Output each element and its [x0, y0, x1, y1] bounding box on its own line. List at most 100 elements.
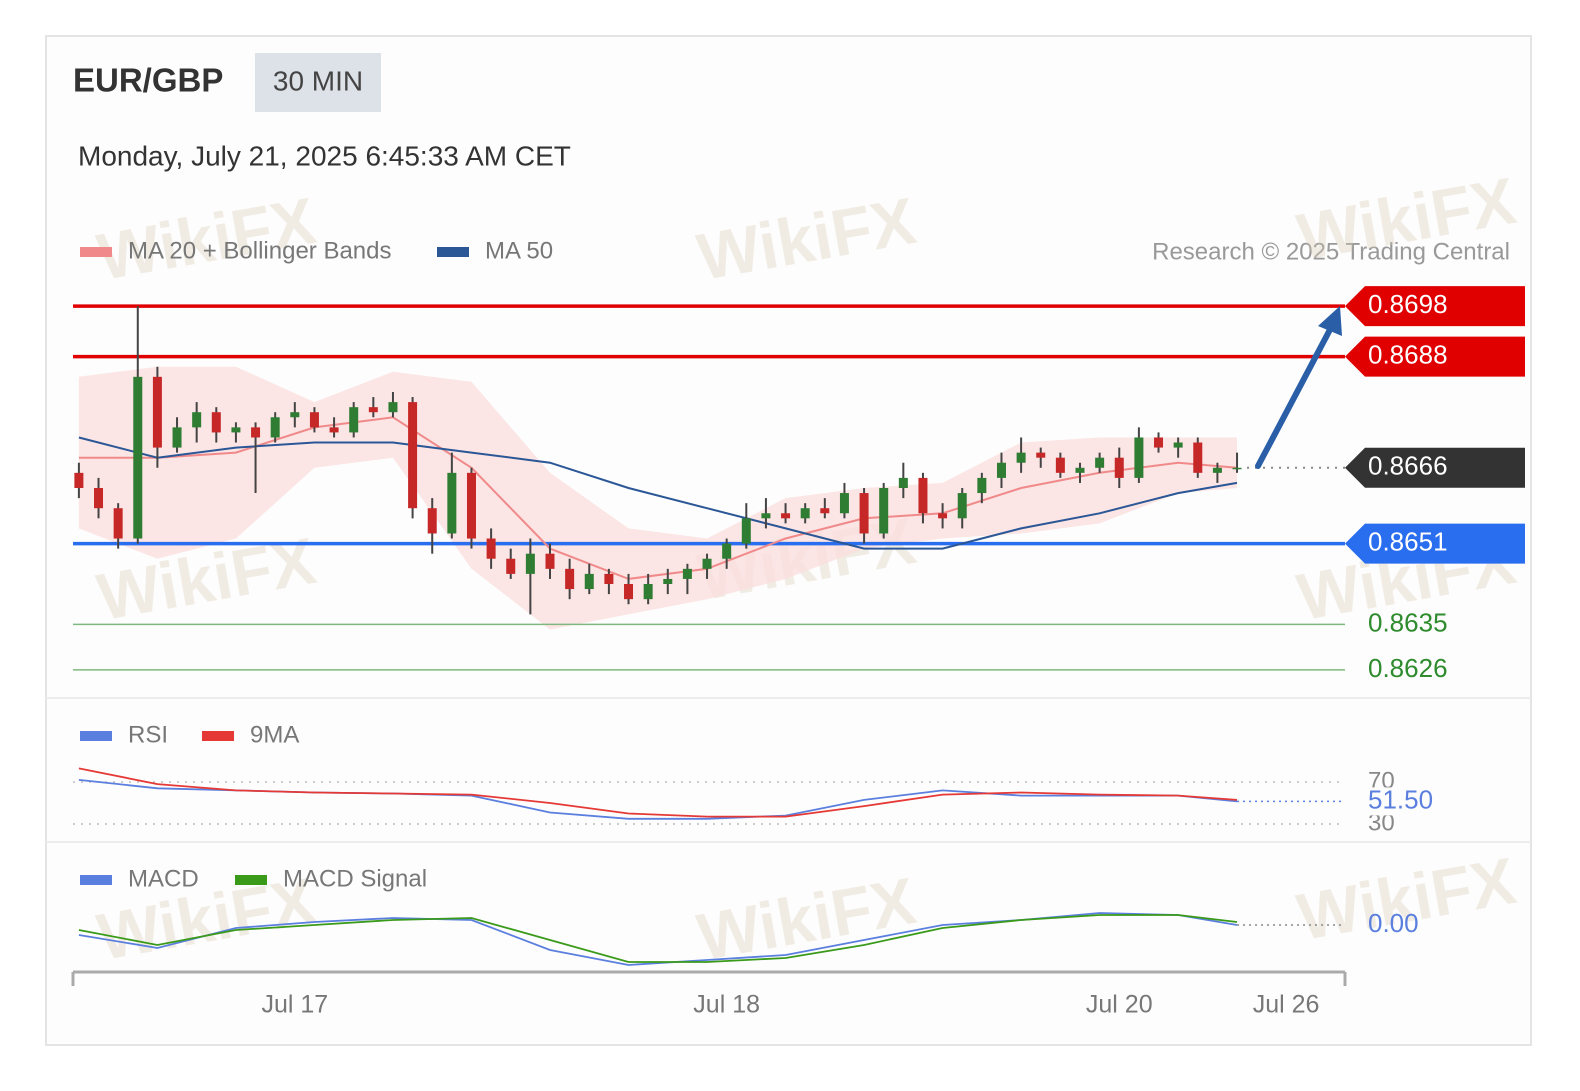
candle-body [820, 508, 830, 514]
level-tag [1345, 447, 1525, 488]
forecast-arrow [1255, 319, 1337, 469]
candle-body [1075, 467, 1085, 473]
candle-body [231, 427, 241, 433]
legend-swatch [80, 875, 112, 885]
candle-body [682, 568, 692, 579]
candle-body [918, 477, 928, 514]
candle-body [94, 488, 104, 509]
timeframe: 30 MIN [273, 65, 363, 96]
timeframe-badge [255, 53, 381, 112]
candle-body [761, 513, 771, 519]
candle-body [466, 472, 476, 539]
bollinger-band [78, 366, 1237, 630]
level-label: 0.8635 [1368, 607, 1448, 637]
candle-body [113, 508, 123, 539]
candle-body [1232, 467, 1242, 470]
candle-body [604, 573, 614, 584]
x-tick-label: Jul 17 [261, 991, 328, 1019]
ma50-line [78, 436, 1238, 550]
price-panel [73, 304, 1345, 671]
candle-body [938, 513, 948, 519]
legend-label: MA 20 + Bollinger Bands [128, 237, 392, 264]
candle-body [702, 558, 712, 569]
candle-body [898, 477, 908, 488]
rsi-label-bg [1364, 787, 1444, 816]
legend-label: 9MA [250, 721, 299, 748]
candle-body [722, 543, 732, 559]
candle-body [957, 493, 967, 519]
level-tag [1345, 523, 1525, 564]
candle-body [624, 584, 634, 600]
candle-body [506, 558, 516, 574]
candle-body [1173, 442, 1183, 448]
candle-body [800, 508, 810, 519]
candle-body [1016, 452, 1026, 463]
level-label: 0.8651 [1368, 526, 1448, 556]
candle-body [211, 412, 221, 433]
candle-body [152, 376, 162, 448]
candle-body [1114, 457, 1124, 478]
x-tick-label: Jul 20 [1086, 991, 1153, 1019]
candle-body [1212, 467, 1222, 473]
candle-body [329, 427, 339, 433]
legend-swatch [202, 731, 234, 741]
candle-body [251, 427, 261, 438]
candle-body [192, 412, 202, 428]
legend-label: RSI [128, 721, 168, 748]
candle-body [977, 477, 987, 494]
candle-body [741, 518, 751, 544]
credit: Research © 2025 Trading Central [1152, 238, 1510, 265]
candle-body [1036, 452, 1046, 458]
candle-body [133, 376, 143, 539]
candle-body [349, 407, 359, 433]
level-label: 0.8688 [1368, 340, 1448, 370]
candle-body [1134, 437, 1144, 478]
candle-body [1095, 457, 1105, 468]
legend-label: MA 50 [485, 237, 553, 264]
macd-zero-label: 0.00 [1368, 908, 1419, 938]
level-label: 0.8666 [1368, 451, 1448, 481]
candle-body [1193, 442, 1203, 473]
candle-body [584, 573, 594, 590]
legend-label: MACD Signal [283, 865, 427, 892]
level-tag [1345, 336, 1525, 377]
candle-body [172, 427, 182, 448]
legend-swatch [80, 731, 112, 741]
rsi-last-label: 51.50 [1368, 784, 1433, 814]
candle-body [1055, 457, 1065, 473]
candle-body [427, 508, 437, 534]
candle-body [879, 488, 889, 534]
candle-body [565, 568, 575, 590]
candle-body [270, 417, 280, 438]
candle-body [781, 513, 791, 519]
symbol: EUR/GBP [73, 62, 223, 99]
candle-body [309, 412, 319, 428]
level-labels: 0.8698 0.8688 0.8666 0.8651 0.8635 0.8626 [1345, 286, 1525, 683]
candle-body [368, 407, 378, 413]
candle-body [525, 553, 535, 574]
candle-body [839, 493, 849, 514]
legend-label: MACD [128, 865, 199, 892]
level-label: 0.8698 [1368, 289, 1448, 319]
candle-body [545, 553, 555, 569]
candle-body [1154, 437, 1164, 448]
x-tick-label: Jul 18 [693, 991, 760, 1019]
legend-swatch [235, 875, 267, 885]
candle-body [408, 402, 418, 509]
macd-line [78, 914, 1238, 963]
candle-body [486, 538, 496, 559]
candle-body [859, 493, 869, 534]
candle-body [643, 584, 653, 600]
candle-body [74, 472, 84, 488]
level-label: 0.8626 [1368, 653, 1448, 683]
candle-body [996, 462, 1006, 478]
forecast-arrow-head [1318, 306, 1342, 336]
candle-body [663, 578, 673, 584]
rsi-line [78, 767, 1238, 818]
legend-swatch [437, 247, 469, 257]
x-tick-label: Jul 26 [1253, 991, 1320, 1019]
candle-body [388, 402, 398, 413]
legend-swatch [80, 247, 112, 257]
